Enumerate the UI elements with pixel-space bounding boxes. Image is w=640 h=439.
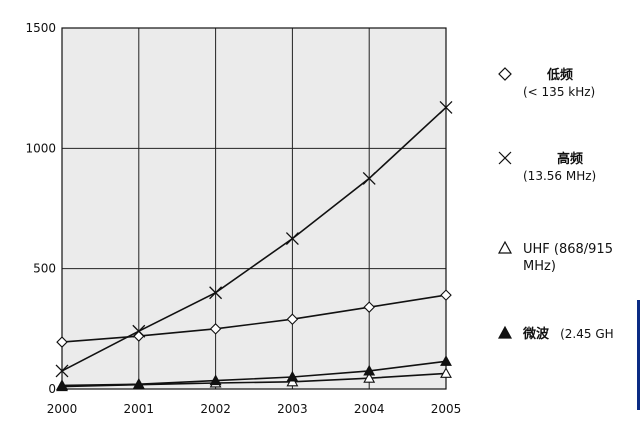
plot-frame	[61, 27, 447, 390]
y-tick-label: 1500	[25, 21, 56, 35]
legend-label: UHF (868/915	[523, 242, 613, 257]
x-tick-label: 2004	[354, 402, 385, 416]
x-tick-label: 2003	[277, 402, 308, 416]
data-point-diamond	[440, 289, 452, 301]
axes	[61, 27, 447, 390]
legend-label: 高频	[557, 152, 584, 167]
x-tick-label: 2000	[47, 402, 78, 416]
data-point-triangle-filled	[56, 379, 68, 390]
series-line	[61, 106, 447, 372]
x-tick-label: 2002	[200, 402, 231, 416]
x-mark-icon	[495, 148, 515, 168]
data-point-x	[362, 171, 376, 185]
plot-background	[62, 28, 446, 389]
legend-sublabel: MHz)	[523, 259, 556, 274]
legend-sublabel: (2.45 GH	[560, 327, 614, 341]
y-tick-label: 0	[48, 382, 56, 396]
data-point-triangle-filled	[132, 378, 145, 389]
series-lines	[55, 100, 453, 392]
y-tick-label: 500	[33, 262, 56, 276]
filled-triangle-icon	[495, 323, 515, 343]
data-point-x	[55, 364, 69, 378]
data-point-x	[132, 324, 146, 338]
data-point-triangle-open	[440, 367, 452, 378]
data-point-x	[285, 232, 299, 246]
y-tick-label: 1000	[25, 141, 56, 155]
open-triangle-icon	[495, 238, 515, 258]
data-point-diamond	[56, 336, 68, 348]
x-tick-label: 2001	[124, 402, 155, 416]
series-line	[61, 360, 447, 387]
edge-accent-bar	[637, 300, 640, 410]
tick-labels: 0 500 1000 1500 2000 2001 2002 2003 2004 2005	[25, 21, 461, 416]
data-point-triangle-filled	[286, 370, 299, 382]
data-point-triangle-filled	[440, 355, 452, 366]
data-point-diamond	[209, 323, 222, 335]
data-point-triangle-filled	[363, 364, 376, 376]
legend-sublabel: (13.56 MHz)	[523, 169, 597, 183]
series-3	[56, 355, 452, 390]
data-point-x	[439, 100, 453, 114]
data-point-diamond	[363, 301, 375, 313]
x-tick-label: 2005	[431, 402, 462, 416]
data-point-triangle-open	[363, 372, 376, 383]
legend-label: 微波	[523, 327, 550, 342]
legend-sublabel: (< 135 kHz)	[523, 85, 596, 99]
data-point-diamond	[286, 313, 299, 325]
diamond-icon	[495, 64, 515, 84]
data-point-x	[209, 286, 223, 300]
legend-label: 低频	[547, 68, 574, 83]
data-point-triangle-filled	[209, 374, 222, 386]
series-1	[55, 100, 453, 378]
